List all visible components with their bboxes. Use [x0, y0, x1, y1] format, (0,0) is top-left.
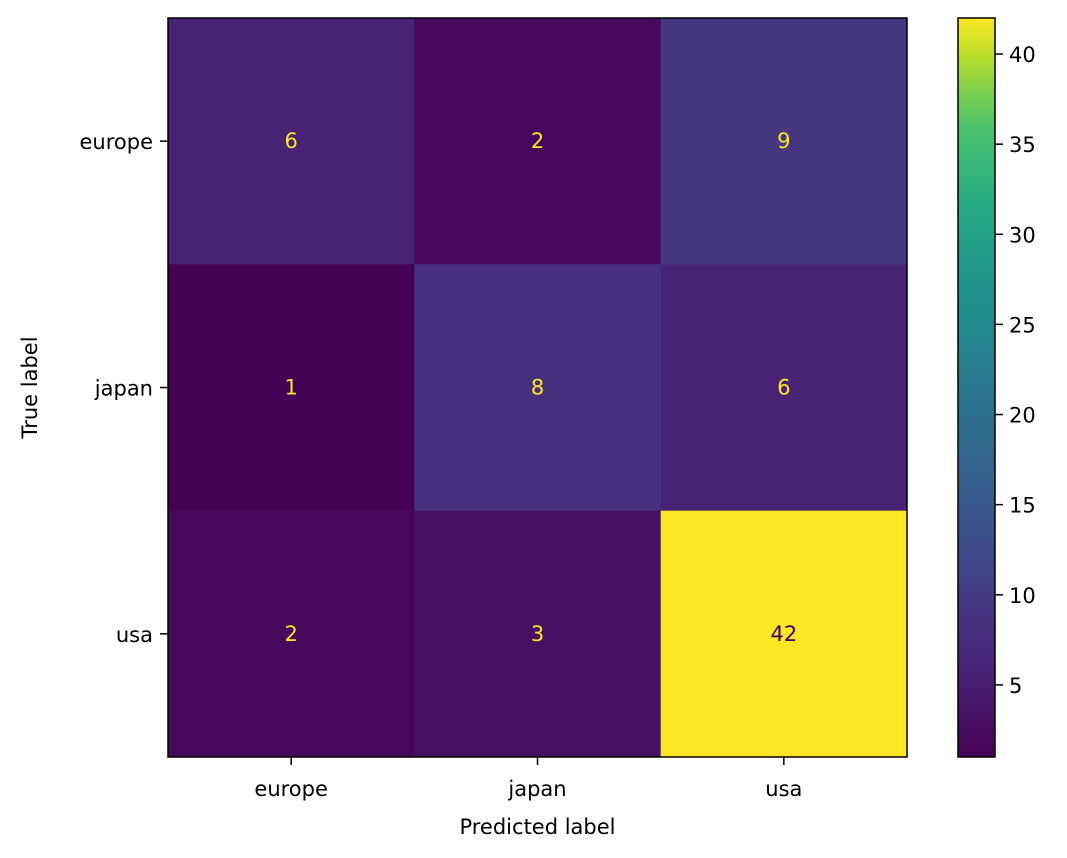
cell-value-label: 6 [777, 376, 790, 400]
colorbar-tick-label: 40 [1009, 43, 1036, 67]
x-tick-label: usa [765, 777, 802, 801]
matrix-cell [414, 18, 662, 265]
cell-value-label: 3 [531, 622, 544, 646]
cell-value-label: 42 [770, 622, 797, 646]
colorbar-tick-label: 15 [1009, 494, 1036, 518]
cell-value-label: 2 [531, 129, 544, 153]
cell-value-label: 1 [284, 376, 297, 400]
matrix-cell [414, 510, 662, 758]
colorbar-tick-label: 25 [1009, 313, 1036, 337]
cell-value-label: 9 [777, 129, 790, 153]
y-tick-label: europe [80, 130, 154, 154]
colorbar-ticks: 5 10 15 20 25 30 35 40 [995, 43, 1036, 698]
y-tick-label: usa [116, 623, 153, 647]
matrix-cell [660, 510, 908, 758]
matrix-cell [168, 264, 415, 512]
colorbar-tick-label: 10 [1009, 584, 1036, 608]
colorbar-tick-label: 35 [1009, 133, 1036, 157]
x-tick-label: europe [254, 777, 328, 801]
matrix-cell [414, 264, 662, 512]
matrix-cell [168, 510, 415, 758]
cell-value-label: 6 [284, 129, 297, 153]
colorbar-tick-label: 5 [1009, 674, 1022, 698]
cell-value-label: 8 [531, 376, 544, 400]
y-tick-label: japan [94, 377, 153, 401]
colorbar-tick-label: 20 [1009, 404, 1036, 428]
matrix-cell [660, 18, 908, 265]
colorbar [957, 17, 996, 758]
matrix-cell [168, 18, 415, 265]
x-tick-label: japan [507, 777, 566, 801]
matrix-cell-labels: 6 2 9 1 8 6 2 3 42 [284, 129, 797, 646]
x-axis-ticks: europe japan usa [254, 757, 802, 801]
y-axis-ticks: europe japan usa [80, 130, 168, 647]
x-axis-title: Predicted label [459, 815, 615, 839]
colorbar-tick-label: 30 [1009, 223, 1036, 247]
y-axis-title: True label [18, 336, 42, 439]
matrix-cell [660, 264, 908, 512]
matrix-cells [168, 18, 908, 758]
cell-value-label: 2 [284, 622, 297, 646]
